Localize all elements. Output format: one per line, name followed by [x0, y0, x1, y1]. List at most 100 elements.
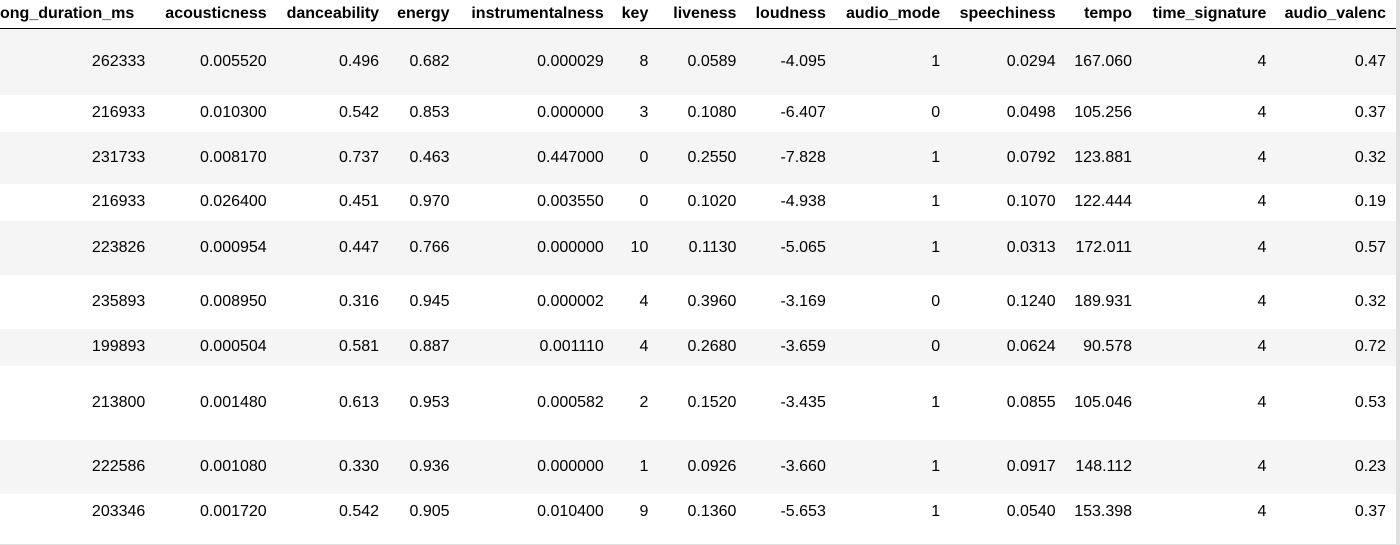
table-cell: 0.3960: [658, 274, 747, 329]
table-cell: 0.000002: [459, 274, 614, 329]
table-cell: 167.060: [1065, 28, 1143, 95]
table-cell: 0: [835, 328, 951, 366]
table-cell: 0.005520: [155, 28, 277, 95]
table-cell: 0.010400: [459, 493, 614, 531]
table-cell: 0.766: [389, 220, 460, 275]
table-cell: 0.1240: [950, 274, 1066, 329]
column-header: speechiness: [950, 0, 1066, 29]
table-cell: 1: [835, 28, 951, 95]
data-table: ong_duration_ms acousticness danceability e…: [0, 0, 1396, 531]
table-cell: 0.001110: [459, 328, 614, 366]
table-row: 223826 0.000954 0.447 0.766 0.000000 10 0.1130…: [0, 220, 1396, 275]
table-cell: 0.905: [389, 493, 460, 531]
table-cell: 0.000000: [459, 94, 614, 132]
table-cell: 0.945: [389, 274, 460, 329]
table-cell: 235893: [0, 274, 156, 329]
table-cell: 262333: [0, 28, 156, 95]
table-cell: 0.72: [1276, 328, 1396, 366]
table-cell: -4.938: [746, 183, 836, 221]
table-cell: 0.000954: [155, 220, 277, 275]
vertical-scrollbar[interactable]: [1396, 0, 1400, 545]
table-cell: 4: [1142, 28, 1277, 95]
table-cell: 122.444: [1065, 183, 1143, 221]
table-cell: -3.435: [746, 365, 836, 440]
table-cell: 0.682: [389, 28, 460, 95]
table-cell: 0.32: [1276, 274, 1396, 329]
table-cell: 4: [1142, 365, 1277, 440]
table-cell: 0.0792: [950, 131, 1066, 184]
table-cell: 0.451: [276, 183, 390, 221]
table-row: 231733 0.008170 0.737 0.463 0.447000 0 0.2550-…: [0, 131, 1396, 184]
table-cell: 0.0589: [658, 28, 747, 95]
table-cell: 4: [1142, 439, 1277, 494]
table-cell: 0: [613, 183, 659, 221]
table-cell: 90.578: [1065, 328, 1143, 366]
table-cell: 172.011: [1065, 220, 1143, 275]
table-cell: 105.256: [1065, 94, 1143, 132]
table-cell: 203346: [0, 493, 156, 531]
table-cell: 0.003550: [459, 183, 614, 221]
table-cell: 0.970: [389, 183, 460, 221]
table-cell: 0.496: [276, 28, 390, 95]
table-cell: 4: [1142, 274, 1277, 329]
table-cell: 2: [613, 365, 659, 440]
table-cell: 4: [1142, 328, 1277, 366]
table-cell: 0.57: [1276, 220, 1396, 275]
table-cell: 0.737: [276, 131, 390, 184]
table-cell: 0.447000: [459, 131, 614, 184]
table-cell: 0.19: [1276, 183, 1396, 221]
table-cell: 223826: [0, 220, 156, 275]
table-row: 199893 0.000504 0.581 0.887 0.001110 4 0.2680-…: [0, 328, 1396, 366]
table-cell: -3.169: [746, 274, 836, 329]
table-cell: 0.1360: [658, 493, 747, 531]
table-cell: 4: [613, 274, 659, 329]
table-cell: 0: [835, 94, 951, 132]
table-cell: 0.0926: [658, 439, 747, 494]
table-cell: 0.37: [1276, 493, 1396, 531]
table-cell: 0.001480: [155, 365, 277, 440]
table-cell: 0.1070: [950, 183, 1066, 221]
table-cell: 0.542: [276, 493, 390, 531]
table-cell: 0.0855: [950, 365, 1066, 440]
table-cell: 0.2550: [658, 131, 747, 184]
table-cell: 0.008950: [155, 274, 277, 329]
table-cell: -5.653: [746, 493, 836, 531]
table-cell: 10: [613, 220, 659, 275]
table-cell: 213800: [0, 365, 156, 440]
table-cell: -5.065: [746, 220, 836, 275]
table-cell: 0.001720: [155, 493, 277, 531]
table-cell: 0.47: [1276, 28, 1396, 95]
column-header: time_signature: [1142, 0, 1277, 29]
table-row: 213800 0.001480 0.613 0.953 0.000582 2 0.1520-…: [0, 365, 1396, 440]
table-cell: 4: [1142, 183, 1277, 221]
table-cell: 0.613: [276, 365, 390, 440]
table-cell: -3.659: [746, 328, 836, 366]
table-cell: 0.000504: [155, 328, 277, 366]
table-cell: 1: [835, 131, 951, 184]
table-cell: 1: [835, 365, 951, 440]
table-cell: 0.001080: [155, 439, 277, 494]
table-cell: 4: [1142, 131, 1277, 184]
table-cell: 105.046: [1065, 365, 1143, 440]
column-header: danceability: [276, 0, 390, 29]
table-body: 262333 0.005520 0.496 0.682 0.000029 8 0.0589-…: [0, 28, 1396, 531]
table-cell: 9: [613, 493, 659, 531]
column-header: tempo: [1065, 0, 1143, 29]
table-cell: 222586: [0, 439, 156, 494]
column-header: key: [613, 0, 659, 29]
table-cell: -7.828: [746, 131, 836, 184]
table-cell: 0.542: [276, 94, 390, 132]
table-cell: 8: [613, 28, 659, 95]
table-cell: 0.1020: [658, 183, 747, 221]
table-cell: 0.0313: [950, 220, 1066, 275]
table-cell: 0.1130: [658, 220, 747, 275]
table-cell: -3.660: [746, 439, 836, 494]
table-cell: 1: [835, 493, 951, 531]
table-cell: 4: [1142, 493, 1277, 531]
table-row: 216933 0.026400 0.451 0.970 0.003550 0 0.1020-…: [0, 183, 1396, 221]
table-cell: 1: [835, 439, 951, 494]
column-header: liveness: [658, 0, 747, 29]
table-cell: 0.581: [276, 328, 390, 366]
table-cell: 0: [835, 274, 951, 329]
